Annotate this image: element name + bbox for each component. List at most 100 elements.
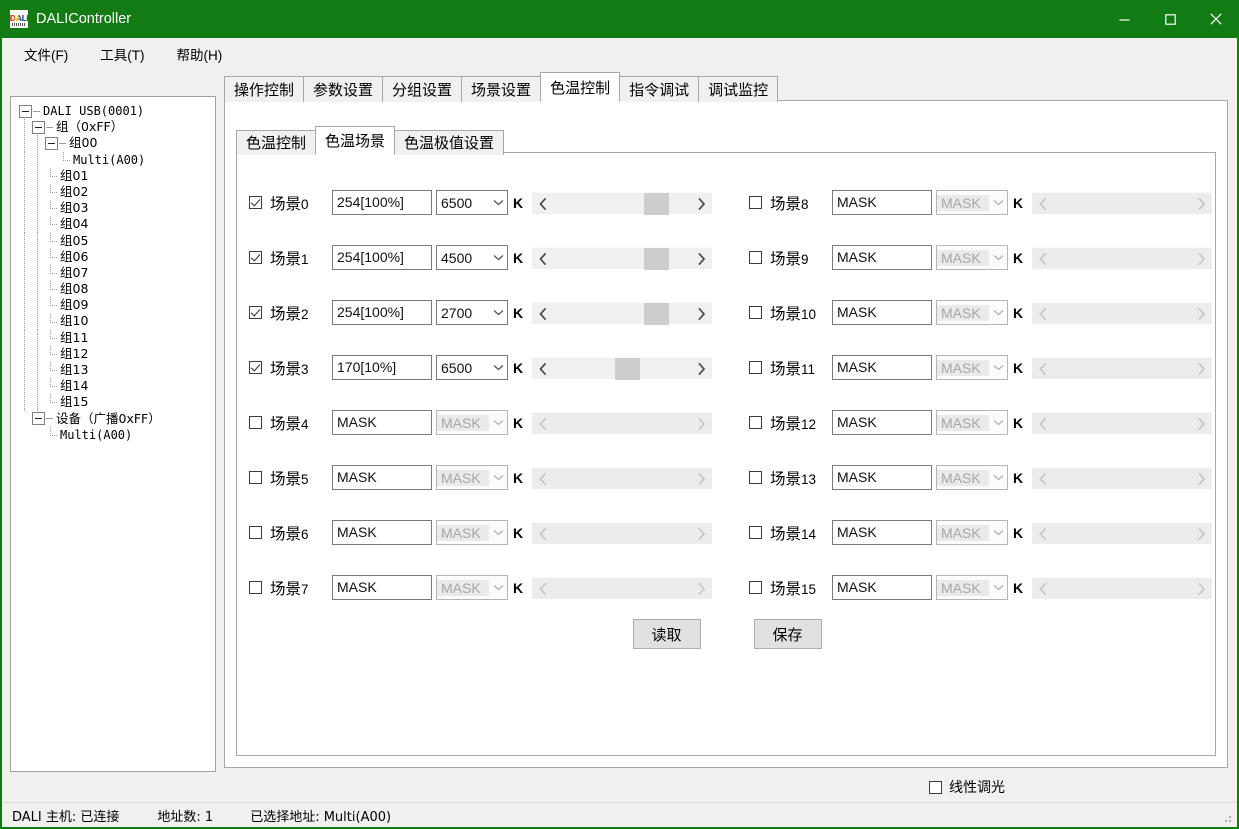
chevron-down-icon[interactable] bbox=[489, 419, 507, 426]
scene-level-input[interactable]: MASK bbox=[832, 520, 932, 545]
scene-enable-checkbox[interactable] bbox=[249, 471, 262, 484]
slider-right-arrow-icon[interactable] bbox=[693, 303, 710, 325]
menu-tools[interactable]: 工具(T) bbox=[100, 48, 145, 63]
scene-enable-checkbox[interactable] bbox=[749, 306, 762, 319]
slider-right-arrow-icon[interactable] bbox=[1193, 413, 1210, 435]
scene-cct-select[interactable]: 4500 bbox=[436, 245, 508, 270]
tab-色温控制[interactable]: 色温控制 bbox=[540, 72, 621, 102]
tab-参数设置[interactable]: 参数设置 bbox=[303, 76, 384, 102]
chevron-down-icon[interactable] bbox=[989, 419, 1007, 426]
scene-cct-select[interactable]: MASK bbox=[936, 245, 1008, 270]
tree-collapse-icon[interactable] bbox=[32, 412, 45, 426]
scene-cct-select[interactable]: MASK bbox=[936, 520, 1008, 545]
scene-cct-slider[interactable] bbox=[1032, 191, 1213, 215]
linear-dimming-option[interactable]: 线性调光 bbox=[929, 777, 1005, 797]
scene-level-input[interactable]: MASK bbox=[832, 465, 932, 490]
tab-分组设置[interactable]: 分组设置 bbox=[382, 76, 463, 102]
tree-node[interactable]: 组04 bbox=[19, 216, 215, 233]
slider-left-arrow-icon[interactable] bbox=[534, 523, 551, 545]
scene-level-input[interactable]: MASK bbox=[832, 410, 932, 435]
slider-right-arrow-icon[interactable] bbox=[1193, 358, 1210, 380]
tree-node[interactable]: 组05 bbox=[19, 232, 215, 249]
slider-left-arrow-icon[interactable] bbox=[1034, 248, 1051, 270]
scene-enable-checkbox[interactable] bbox=[249, 306, 262, 319]
tree-node[interactable]: 组00 bbox=[19, 135, 215, 152]
slider-left-arrow-icon[interactable] bbox=[1034, 413, 1051, 435]
tree-node[interactable]: 组09 bbox=[19, 297, 215, 314]
resize-grip[interactable] bbox=[1221, 812, 1233, 824]
tree-node[interactable]: 组01 bbox=[19, 167, 215, 185]
slider-right-arrow-icon[interactable] bbox=[693, 468, 710, 490]
chevron-down-icon[interactable] bbox=[989, 529, 1007, 536]
chevron-down-icon[interactable] bbox=[489, 529, 507, 536]
scene-cct-slider[interactable] bbox=[532, 301, 713, 325]
scene-level-input[interactable]: MASK bbox=[332, 410, 432, 435]
scene-level-input[interactable]: MASK bbox=[332, 520, 432, 545]
menu-help[interactable]: 帮助(H) bbox=[176, 48, 223, 63]
menu-file[interactable]: 文件(F) bbox=[24, 48, 69, 63]
slider-right-arrow-icon[interactable] bbox=[1193, 303, 1210, 325]
scene-level-input[interactable]: MASK bbox=[832, 190, 932, 215]
scene-cct-select[interactable]: MASK bbox=[436, 520, 508, 545]
scene-level-input[interactable]: MASK bbox=[332, 465, 432, 490]
slider-right-arrow-icon[interactable] bbox=[693, 413, 710, 435]
scene-cct-slider[interactable] bbox=[1032, 411, 1213, 435]
slider-thumb[interactable] bbox=[643, 247, 669, 270]
scene-level-input[interactable]: 254[100%] bbox=[332, 190, 432, 215]
scene-enable-checkbox[interactable] bbox=[749, 361, 762, 374]
tree-node[interactable]: 组（0xFF） bbox=[19, 119, 215, 136]
subtab-色温极值设置[interactable]: 色温极值设置 bbox=[394, 130, 505, 155]
chevron-down-icon[interactable] bbox=[989, 364, 1007, 371]
slider-right-arrow-icon[interactable] bbox=[1193, 578, 1210, 600]
tab-场景设置[interactable]: 场景设置 bbox=[461, 76, 542, 102]
scene-cct-slider[interactable] bbox=[532, 576, 713, 600]
slider-right-arrow-icon[interactable] bbox=[693, 358, 710, 380]
scene-enable-checkbox[interactable] bbox=[749, 416, 762, 429]
chevron-down-icon[interactable] bbox=[989, 309, 1007, 316]
chevron-down-icon[interactable] bbox=[489, 254, 507, 261]
scene-cct-slider[interactable] bbox=[532, 246, 713, 270]
tree-node[interactable]: 组14 bbox=[19, 378, 215, 395]
scene-level-input[interactable]: MASK bbox=[832, 355, 932, 380]
read-button[interactable]: 读取 bbox=[632, 619, 701, 649]
slider-left-arrow-icon[interactable] bbox=[1034, 523, 1051, 545]
scene-enable-checkbox[interactable] bbox=[249, 361, 262, 374]
tree-node[interactable]: 组07 bbox=[19, 264, 215, 282]
slider-thumb[interactable] bbox=[643, 302, 669, 325]
scene-enable-checkbox[interactable] bbox=[749, 471, 762, 484]
minimize-icon[interactable] bbox=[1101, 0, 1147, 38]
slider-left-arrow-icon[interactable] bbox=[534, 578, 551, 600]
scene-enable-checkbox[interactable] bbox=[249, 196, 262, 209]
chevron-down-icon[interactable] bbox=[489, 364, 507, 371]
chevron-down-icon[interactable] bbox=[989, 254, 1007, 261]
scene-cct-slider[interactable] bbox=[1032, 246, 1213, 270]
tree-collapse-icon[interactable] bbox=[45, 136, 58, 150]
subtab-色温场景[interactable]: 色温场景 bbox=[315, 126, 396, 155]
tree-node[interactable]: 组15 bbox=[19, 394, 215, 411]
scene-level-input[interactable]: MASK bbox=[832, 300, 932, 325]
tree-collapse-icon[interactable] bbox=[19, 104, 32, 118]
slider-left-arrow-icon[interactable] bbox=[1034, 468, 1051, 490]
slider-right-arrow-icon[interactable] bbox=[693, 523, 710, 545]
scene-cct-select[interactable]: MASK bbox=[936, 575, 1008, 600]
scene-enable-checkbox[interactable] bbox=[249, 251, 262, 264]
scene-enable-checkbox[interactable] bbox=[749, 196, 762, 209]
slider-right-arrow-icon[interactable] bbox=[1193, 193, 1210, 215]
scene-cct-select[interactable]: MASK bbox=[936, 190, 1008, 215]
scene-enable-checkbox[interactable] bbox=[249, 581, 262, 594]
scene-level-input[interactable]: 170[10%] bbox=[332, 355, 432, 380]
slider-right-arrow-icon[interactable] bbox=[693, 193, 710, 215]
scene-cct-select[interactable]: MASK bbox=[936, 410, 1008, 435]
scene-cct-slider[interactable] bbox=[532, 521, 713, 545]
scene-level-input[interactable]: MASK bbox=[832, 245, 932, 270]
tree-node[interactable]: 组08 bbox=[19, 281, 215, 298]
device-tree-panel[interactable]: DALI USB(0001) 组（0xFF） 组00 Multi(A00) 组01 组02… bbox=[10, 96, 216, 772]
scene-cct-slider[interactable] bbox=[532, 466, 713, 490]
scene-cct-select[interactable]: MASK bbox=[936, 465, 1008, 490]
chevron-down-icon[interactable] bbox=[489, 309, 507, 316]
slider-left-arrow-icon[interactable] bbox=[534, 413, 551, 435]
tree-node[interactable]: 组11 bbox=[19, 329, 215, 347]
scene-cct-select[interactable]: 6500 bbox=[436, 190, 508, 215]
slider-left-arrow-icon[interactable] bbox=[1034, 578, 1051, 600]
slider-left-arrow-icon[interactable] bbox=[1034, 358, 1051, 380]
